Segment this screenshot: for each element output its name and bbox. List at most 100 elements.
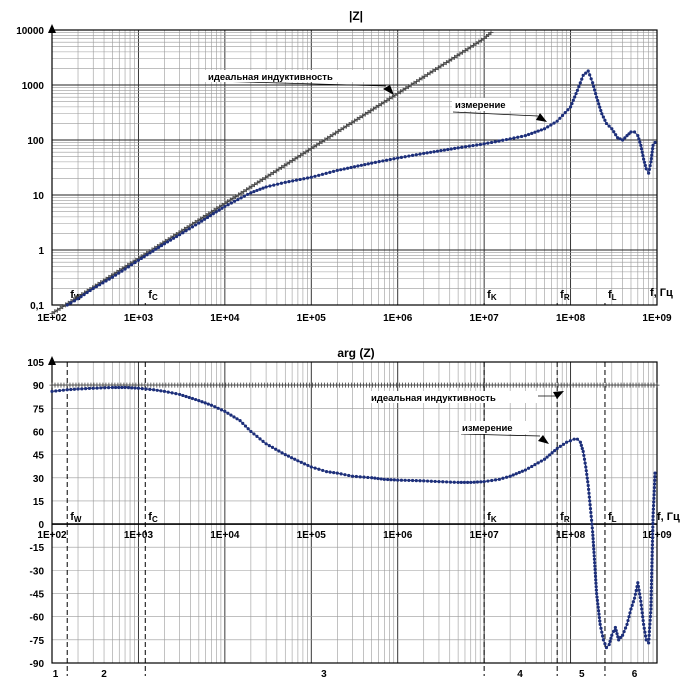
ideal-marker [422, 73, 428, 79]
measured-point [650, 536, 655, 540]
y-tick-label: -45 [30, 590, 45, 601]
ideal-marker [368, 108, 374, 114]
measured-point [593, 88, 597, 92]
measured-point [641, 154, 645, 158]
measured-point [511, 473, 515, 477]
plot-frame [51, 29, 658, 306]
ideal-marker [235, 192, 241, 198]
ideal-marker [392, 92, 398, 98]
measured-point [592, 557, 597, 561]
measured-point [478, 142, 483, 147]
measured-point [106, 386, 111, 390]
x-tick-label: 1E+02 [37, 530, 67, 541]
measured-point [568, 105, 573, 109]
measured-point [328, 170, 332, 174]
measured-point [594, 585, 598, 589]
ideal-marker [406, 84, 412, 90]
measured-point [299, 460, 303, 464]
phase-measured-series [50, 385, 657, 650]
measured-point [652, 493, 656, 497]
measured-point [255, 188, 259, 193]
measured-point [418, 152, 422, 156]
measured-point [580, 446, 584, 451]
measured-point [512, 136, 516, 140]
measured-point [294, 178, 299, 182]
measured-point [592, 554, 596, 558]
measured-point [272, 183, 276, 187]
measured-point [184, 229, 188, 233]
ideal-marker [262, 175, 268, 181]
measured-point [613, 625, 617, 630]
ideal-leader-arrow [383, 85, 394, 95]
ideal-marker [460, 49, 466, 55]
measured-point [275, 182, 280, 186]
measured-point [197, 398, 201, 403]
measured-point [651, 532, 655, 536]
measured-point [309, 175, 313, 179]
measured-point [558, 116, 562, 120]
measured-point [555, 446, 559, 451]
measured-point [653, 471, 657, 475]
measured-point [497, 139, 501, 143]
measured-point [653, 475, 657, 479]
measured-point [592, 84, 596, 88]
frequency-marker-label: fL [608, 289, 617, 302]
x-tick-label: 1E+04 [210, 530, 240, 541]
measured-point [432, 150, 436, 154]
measured-point [84, 387, 88, 391]
measured-point [342, 167, 346, 171]
measured-point [382, 477, 386, 481]
measured-point [574, 92, 578, 96]
measured-point [593, 564, 597, 568]
measured-point [460, 145, 464, 149]
y-tick-label: -90 [30, 659, 45, 670]
measured-point [596, 605, 600, 609]
measured-point [652, 496, 656, 500]
measured-point [636, 581, 640, 585]
measured-point [462, 480, 467, 484]
measured-point [590, 526, 594, 530]
measured-point [407, 478, 411, 483]
measured-point [550, 451, 554, 455]
measured-point [145, 253, 149, 257]
measured-point [407, 154, 411, 158]
measured-point [523, 468, 527, 472]
measured-point [162, 242, 167, 246]
x-tick-label: 1E+05 [297, 530, 327, 541]
measured-point [324, 171, 328, 175]
measured-point [381, 159, 385, 163]
ideal-marker [273, 168, 279, 174]
measured-point [642, 157, 646, 161]
measured-point [486, 479, 490, 483]
ideal-marker [478, 37, 484, 43]
measured-point [598, 619, 602, 623]
measured-point [517, 470, 521, 475]
measured-point [445, 480, 449, 484]
ideal-marker [430, 68, 436, 74]
measured-point [175, 234, 179, 239]
ideal-marker [284, 161, 290, 167]
measured-point [629, 130, 633, 134]
measured-point [647, 637, 651, 641]
measured-point [651, 147, 655, 151]
measured-point [103, 386, 107, 390]
ideal-marker [333, 130, 339, 136]
measured-point [168, 238, 173, 242]
measured-point [425, 479, 430, 483]
measured-point [446, 147, 450, 152]
measured-point [585, 472, 589, 476]
measured-point [610, 633, 614, 637]
measured-point [650, 575, 654, 579]
measured-point [162, 389, 167, 393]
ideal-marker [260, 176, 266, 182]
measured-point [504, 475, 509, 479]
measured-point [623, 626, 628, 630]
measured-point [642, 160, 647, 164]
measured-point [634, 588, 638, 593]
measured-point [331, 169, 336, 173]
measured-point [264, 185, 268, 189]
measured-point [539, 459, 543, 463]
measured-point [91, 386, 95, 390]
